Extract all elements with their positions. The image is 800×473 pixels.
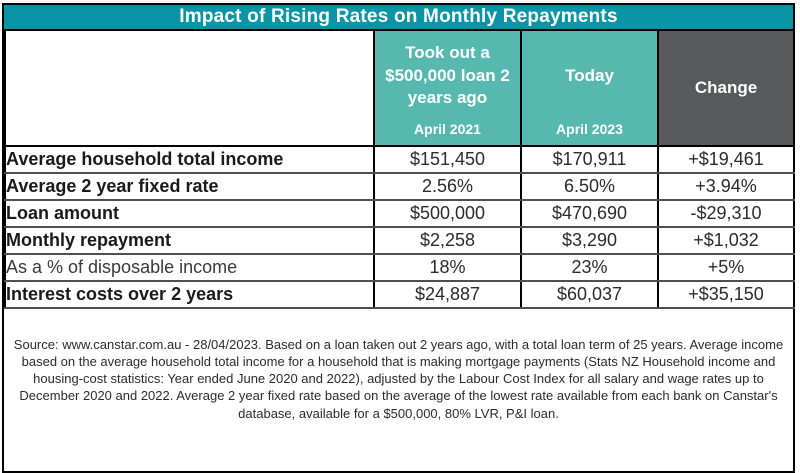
row-label: Average 2 year fixed rate — [4, 172, 375, 201]
cell-april-2021: $500,000 — [373, 199, 522, 228]
table-row-loan-amount: Loan amount $500,000 $470,690 -$29,310 — [4, 199, 795, 228]
cell-april-2021: 2.56% — [373, 172, 522, 201]
table-row-monthly-repayment: Monthly repayment $2,258 $3,290 +$1,032 — [4, 226, 795, 255]
cell-april-2021: $24,887 — [373, 280, 522, 309]
cell-change: +$1,032 — [657, 226, 795, 255]
column-header-sublabel: April 2021 — [414, 121, 481, 137]
cell-april-2023: 6.50% — [520, 172, 659, 201]
rates-table: Took out a $500,000 loan 2 years ago Apr… — [4, 31, 795, 309]
column-header-today: Today April 2023 — [520, 31, 659, 147]
table-row-disposable-income-pct: As a % of disposable income 18% 23% +5% — [4, 253, 795, 282]
table-row-income: Average household total income $151,450 … — [4, 145, 795, 174]
cell-change: +$35,150 — [657, 280, 795, 309]
cell-change: +5% — [657, 253, 795, 282]
cell-april-2021: $151,450 — [373, 145, 522, 174]
cell-april-2023: $170,911 — [520, 145, 659, 174]
cell-april-2021: 18% — [373, 253, 522, 282]
row-label: As a % of disposable income — [4, 253, 375, 282]
source-footnote: Source: www.canstar.com.au - 28/04/2023.… — [13, 337, 784, 421]
column-header-sublabel: April 2023 — [556, 121, 623, 137]
cell-april-2023: $60,037 — [520, 280, 659, 309]
row-label: Interest costs over 2 years — [4, 280, 375, 309]
row-label: Loan amount — [4, 199, 375, 228]
header-empty-cell — [4, 31, 375, 147]
header-row: Took out a $500,000 loan 2 years ago Apr… — [4, 31, 795, 147]
cell-april-2023: $3,290 — [520, 226, 659, 255]
row-label: Monthly repayment — [4, 226, 375, 255]
cell-change: +3.94% — [657, 172, 795, 201]
column-header-label: Change — [694, 78, 758, 97]
rates-table-box: Impact of Rising Rates on Monthly Repaym… — [2, 3, 795, 473]
column-header-label: Took out a $500,000 loan 2 years ago — [385, 42, 510, 108]
row-label: Average household total income — [4, 145, 375, 174]
cell-april-2021: $2,258 — [373, 226, 522, 255]
table-row-fixed-rate: Average 2 year fixed rate 2.56% 6.50% +3… — [4, 172, 795, 201]
column-header-april-2021: Took out a $500,000 loan 2 years ago Apr… — [373, 31, 522, 147]
table-title: Impact of Rising Rates on Monthly Repaym… — [4, 5, 793, 31]
cell-april-2023: $470,690 — [520, 199, 659, 228]
column-header-label: Today — [565, 65, 614, 85]
column-header-change: Change — [657, 31, 795, 147]
header-cell-content: Today April 2023 — [522, 31, 657, 145]
cell-april-2023: 23% — [520, 253, 659, 282]
cell-change: -$29,310 — [657, 199, 795, 228]
cell-change: +$19,461 — [657, 145, 795, 174]
header-cell-content: Took out a $500,000 loan 2 years ago Apr… — [375, 31, 520, 145]
table-row-interest-costs: Interest costs over 2 years $24,887 $60,… — [4, 280, 795, 309]
